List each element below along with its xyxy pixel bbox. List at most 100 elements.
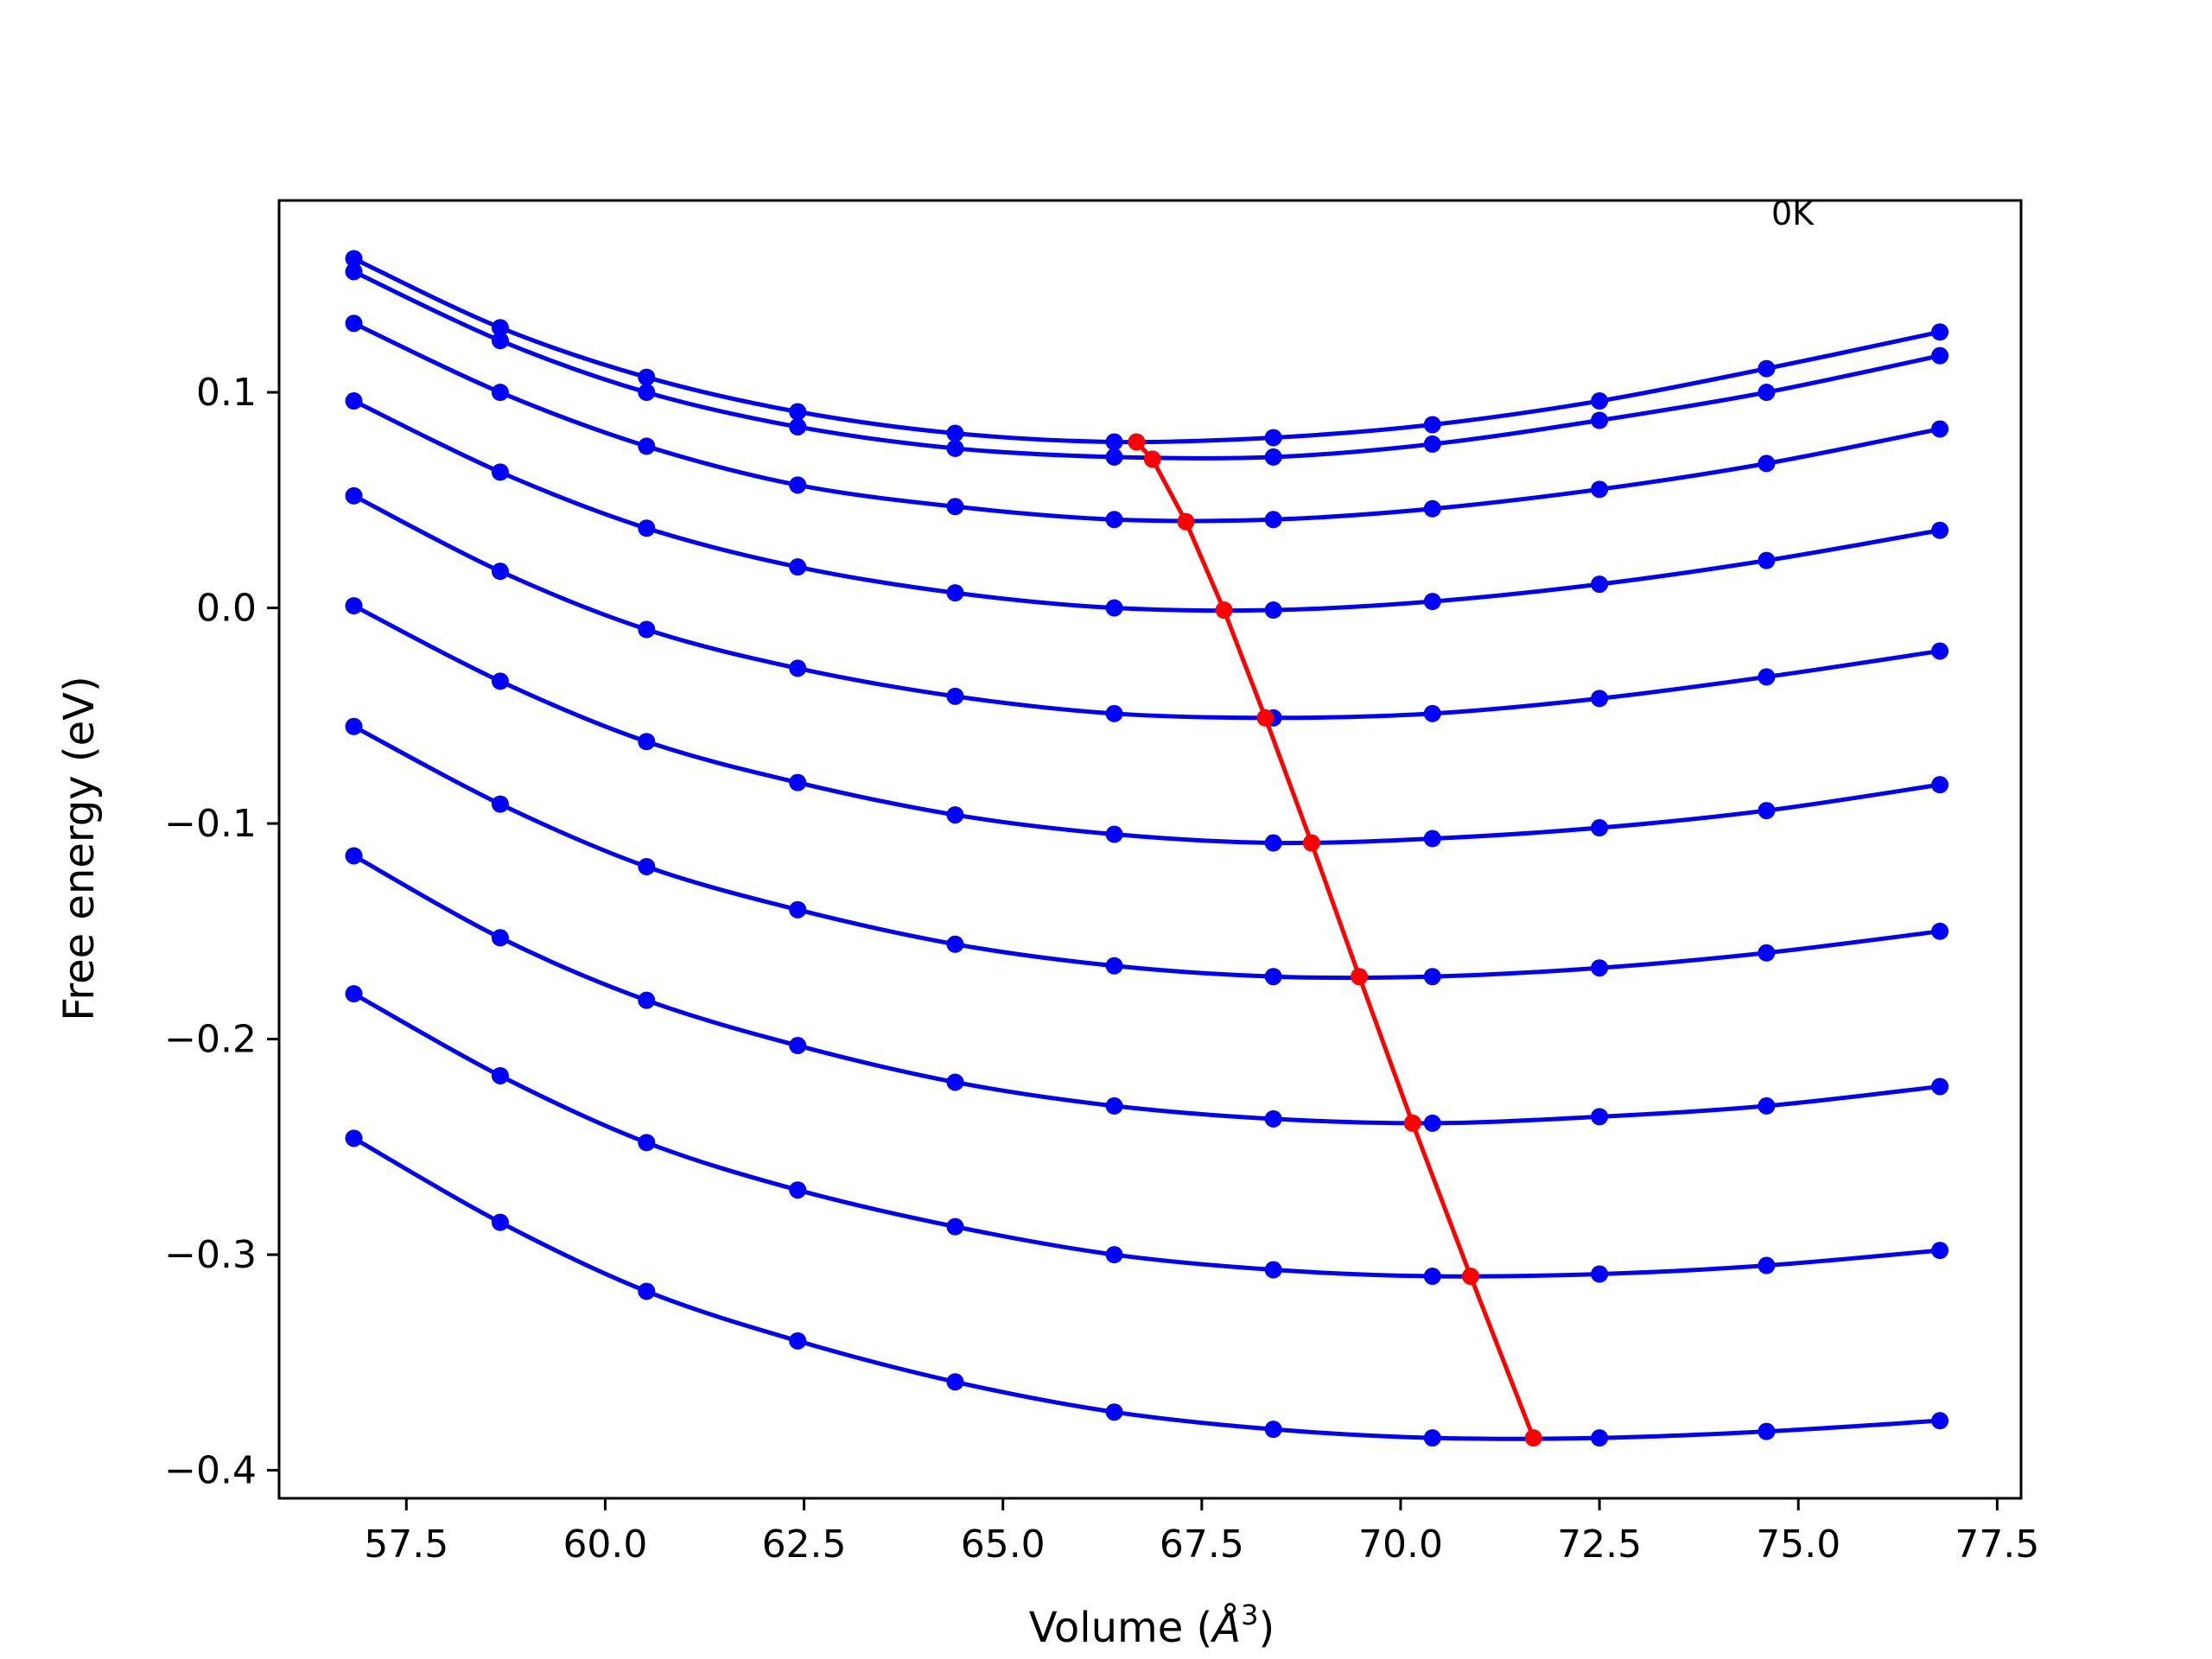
minimum-point (1177, 512, 1195, 531)
energy-point (1591, 392, 1609, 410)
x-axis-title-close: ) (1258, 1604, 1274, 1652)
energy-point (946, 687, 964, 705)
energy-point (345, 486, 363, 505)
energy-point (1758, 802, 1776, 820)
minimum-point (1403, 1114, 1421, 1132)
energy-point (1264, 511, 1282, 529)
energy-curve (345, 1129, 1949, 1447)
energy-point (1931, 642, 1949, 660)
energy-point (345, 263, 363, 281)
energy-point (491, 384, 509, 402)
energy-point (789, 417, 807, 435)
energy-point (1105, 433, 1123, 451)
energy-point (946, 935, 964, 953)
energy-point (1591, 1265, 1609, 1283)
energy-point (1423, 593, 1441, 611)
y-tick-label: 0.1 (196, 371, 257, 415)
equilibrium-volume-line (1128, 433, 1542, 1447)
energy-point (946, 1373, 964, 1391)
energy-point (1931, 776, 1949, 794)
energy-point (1423, 416, 1441, 434)
energy-point (1423, 1429, 1441, 1447)
energy-point (1591, 1429, 1609, 1447)
energy-point (1591, 480, 1609, 499)
energy-point (1758, 1256, 1776, 1274)
energy-point (1591, 411, 1609, 429)
energy-point (1423, 704, 1441, 722)
x-tick-label: 62.5 (762, 1522, 847, 1567)
energy-point (1105, 511, 1123, 529)
energy-point (789, 558, 807, 576)
x-tick-label: 67.5 (1160, 1522, 1244, 1567)
energy-point (946, 584, 964, 602)
y-ticks: 0.1 0.0 −0.1 −0.2 −0.3 −0.4 (164, 371, 279, 1493)
energy-point (1931, 1077, 1949, 1096)
energy-point (946, 498, 964, 516)
energy-point (1931, 922, 1949, 940)
energy-point (789, 659, 807, 677)
energy-point (789, 1181, 807, 1199)
energy-curve (345, 263, 1949, 466)
energy-point (789, 1037, 807, 1055)
energy-point (1105, 825, 1123, 843)
energy-point (1264, 1421, 1282, 1439)
energy-curve (345, 392, 1949, 620)
energy-curve-line (353, 257, 1941, 445)
energy-point (1105, 1246, 1123, 1264)
energy-point (345, 717, 363, 735)
energy-point (1931, 1242, 1949, 1260)
y-tick-label: 0.0 (196, 587, 257, 631)
energy-point (1105, 1096, 1123, 1115)
minimum-point (1256, 709, 1274, 727)
energy-point (345, 392, 363, 410)
energy-curve-line (353, 991, 1941, 1279)
energy-point (1758, 1096, 1776, 1115)
minimum-point (1461, 1268, 1479, 1286)
energy-point (1105, 957, 1123, 975)
y-tick-label: −0.1 (164, 802, 257, 846)
energy-point (491, 672, 509, 690)
energy-point (1264, 968, 1282, 986)
x-tick-label: 70.0 (1358, 1522, 1443, 1567)
energy-curve-line (353, 398, 1941, 613)
energy-curve-line (353, 493, 1941, 721)
energy-point (638, 620, 656, 639)
y-tick-label: −0.4 (164, 1449, 257, 1493)
energy-point (491, 319, 509, 337)
minimum-point (1143, 450, 1161, 468)
energy-point (491, 929, 509, 947)
energy-point (345, 847, 363, 865)
energy-point (1264, 429, 1282, 447)
energy-point (1758, 1422, 1776, 1440)
x-tick-label: 72.5 (1557, 1522, 1642, 1567)
energy-point (1931, 1412, 1949, 1430)
energy-point (1591, 1108, 1609, 1126)
energy-point (345, 250, 363, 268)
energy-point (1758, 668, 1776, 686)
energy-point (1758, 944, 1776, 962)
energy-curve-line (353, 603, 1941, 846)
temperature-annotation: 0K (1771, 194, 1815, 232)
energy-point (1105, 1403, 1123, 1421)
energy-point (1423, 435, 1441, 453)
energy-point (1758, 359, 1776, 378)
plot-frame (277, 199, 2023, 1500)
energy-point (1931, 420, 1949, 438)
x-tick-label: 60.0 (563, 1522, 647, 1567)
energy-point (1264, 448, 1282, 466)
energy-curve-line (353, 1136, 1941, 1441)
minima-line (1135, 440, 1536, 1440)
energy-point (946, 439, 964, 457)
energy-point (638, 857, 656, 875)
energy-curve (345, 315, 1949, 529)
energy-point (789, 773, 807, 791)
energy-point (1423, 1268, 1441, 1286)
energy-point (1105, 599, 1123, 617)
energy-point (946, 1217, 964, 1236)
energy-point (638, 368, 656, 386)
energy-point (491, 1213, 509, 1231)
energy-curves (345, 250, 1949, 1447)
energy-point (946, 806, 964, 824)
x-axis-title-main: Volume ( (1029, 1604, 1213, 1652)
energy-point (1591, 959, 1609, 977)
